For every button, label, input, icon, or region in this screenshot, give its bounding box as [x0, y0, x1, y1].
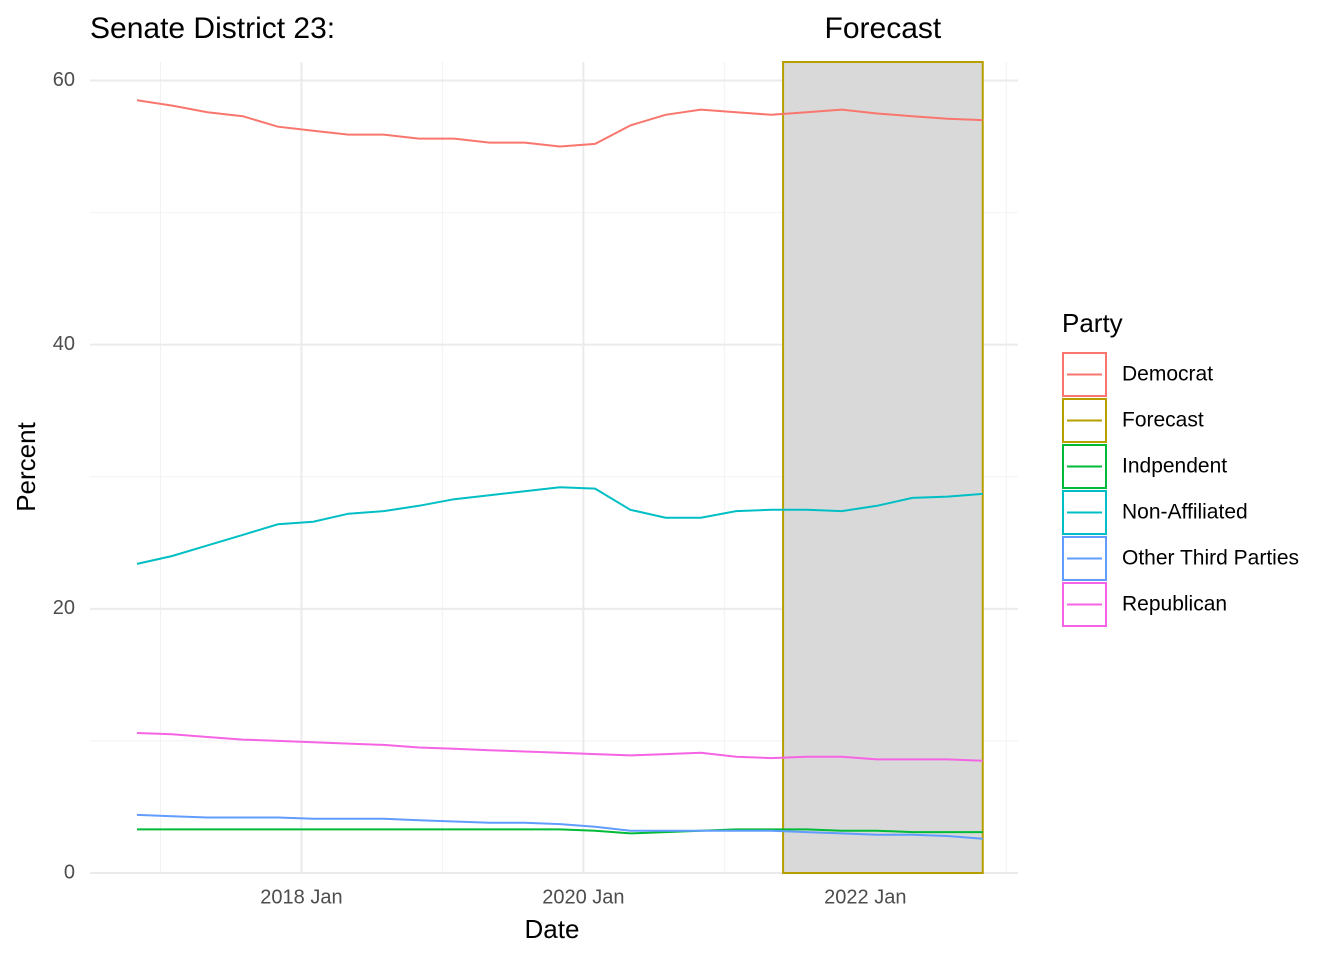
y-tick-label: 0	[64, 861, 75, 883]
x-axis-label: Date	[525, 914, 580, 944]
forecast-region	[782, 61, 984, 874]
series-line	[136, 99, 983, 148]
legend-label: Forecast	[1122, 409, 1204, 432]
legend-label: Republican	[1122, 593, 1227, 616]
y-tick-label: 60	[53, 69, 75, 91]
legend-label: Democrat	[1122, 363, 1213, 386]
legend-title: Party	[1062, 308, 1123, 338]
y-tick-label: 20	[53, 597, 75, 619]
series-line	[136, 486, 983, 565]
forecast-label: Forecast	[825, 12, 942, 45]
x-tick-label: 2020 Jan	[542, 886, 624, 908]
x-tick-label: 2022 Jan	[824, 886, 906, 908]
y-tick-label: 40	[53, 333, 75, 355]
series-line	[137, 828, 983, 835]
y-axis-label: Percent	[11, 421, 41, 511]
x-tick-label: 2018 Jan	[260, 886, 342, 908]
legend-label: Non-Affiliated	[1122, 501, 1248, 524]
legend-label: Indpendent	[1122, 455, 1227, 478]
series-line	[136, 813, 983, 840]
series-line	[136, 732, 983, 762]
legend-label: Other Third Parties	[1122, 547, 1299, 570]
chart-title: Senate District 23:	[90, 12, 335, 45]
